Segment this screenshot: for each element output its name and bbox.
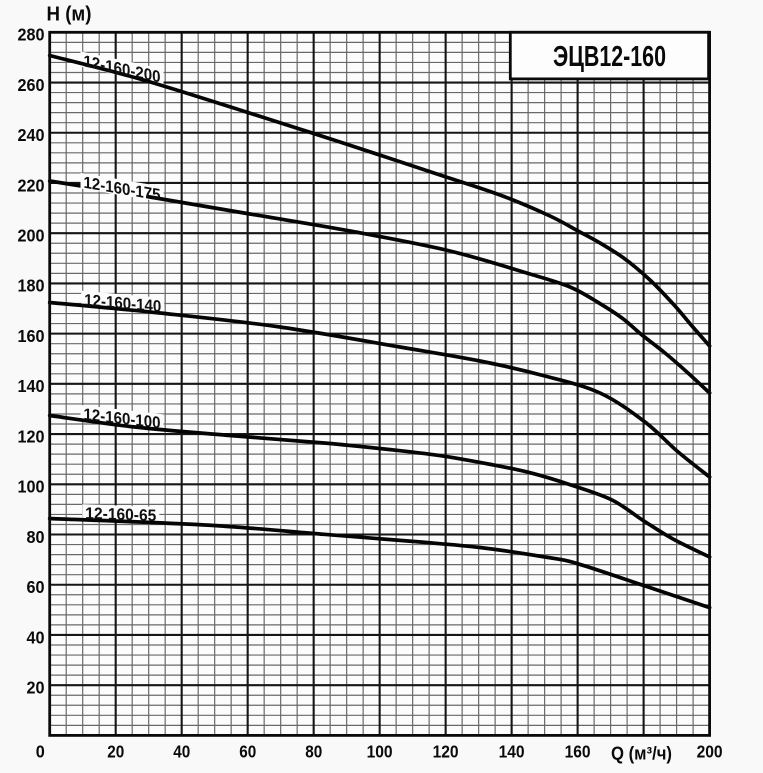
svg-text:260: 260	[18, 75, 45, 95]
svg-text:80: 80	[305, 741, 322, 761]
svg-text:160: 160	[565, 741, 591, 761]
svg-text:ЭЦВ12-160: ЭЦВ12-160	[553, 41, 666, 73]
svg-text:40: 40	[173, 741, 190, 761]
svg-text:60: 60	[239, 741, 256, 761]
svg-text:80: 80	[27, 527, 45, 547]
svg-text:120: 120	[433, 741, 459, 761]
svg-text:Q (м³/ч): Q (м³/ч)	[611, 744, 672, 764]
svg-text:140: 140	[499, 741, 525, 761]
svg-text:0: 0	[36, 741, 45, 761]
svg-text:100: 100	[18, 477, 45, 497]
svg-text:100: 100	[367, 741, 393, 761]
svg-text:20: 20	[27, 678, 45, 698]
svg-text:20: 20	[107, 741, 124, 761]
svg-text:40: 40	[27, 627, 45, 647]
svg-text:60: 60	[27, 577, 45, 597]
svg-text:H (м): H (м)	[47, 3, 92, 25]
svg-text:280: 280	[18, 25, 45, 45]
svg-text:180: 180	[18, 276, 45, 296]
svg-text:220: 220	[18, 175, 45, 195]
svg-text:200: 200	[18, 226, 45, 246]
svg-text:120: 120	[18, 426, 45, 446]
svg-text:12-160-65: 12-160-65	[85, 505, 156, 525]
svg-text:200: 200	[697, 741, 723, 761]
svg-text:240: 240	[18, 125, 45, 145]
svg-text:160: 160	[18, 326, 45, 346]
svg-text:140: 140	[18, 376, 45, 396]
